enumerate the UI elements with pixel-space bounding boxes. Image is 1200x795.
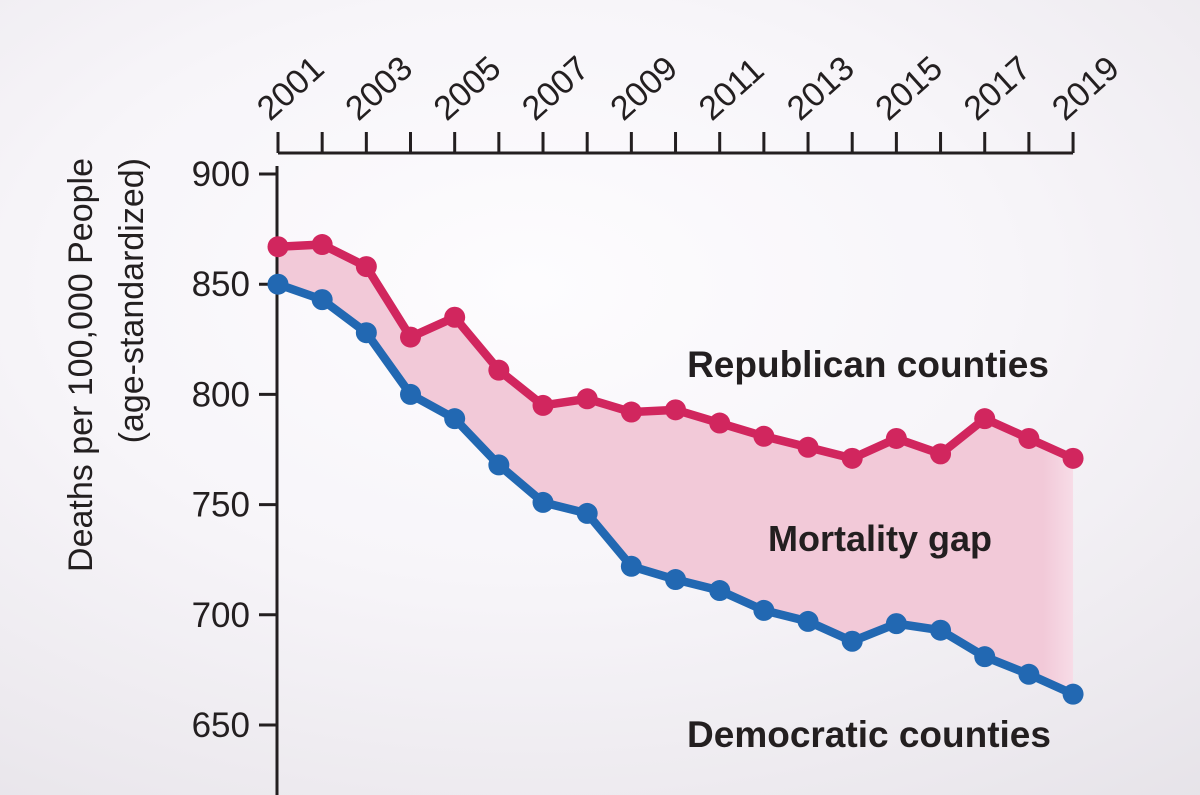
data-point-marker [1018,427,1040,449]
data-point-marker [841,447,863,469]
x-tick-label: 2005 [427,49,509,128]
data-point-marker [620,555,642,577]
data-point-marker [1018,663,1040,685]
data-point-marker [400,326,422,348]
x-tick-label: 2013 [780,49,862,128]
y-tick-label: 650 [192,706,250,745]
data-point-marker [709,412,731,434]
data-point-marker [576,502,598,524]
democratic-counties-label: Democratic counties [687,714,1051,755]
y-tick-label: 900 [192,155,250,194]
data-point-marker [885,613,907,635]
republican-series [267,234,1084,469]
data-point-marker [400,383,422,405]
y-axis-title-line1: Deaths per 100,000 People [62,158,100,572]
x-tick-label: 2011 [692,51,772,128]
data-point-marker [885,427,907,449]
data-point-marker [974,646,996,668]
data-point-marker [444,306,466,328]
y-tick-label: 750 [192,486,250,525]
mortality-gap-label: Mortality gap [768,518,992,559]
data-point-marker [532,491,554,513]
data-point-marker [311,234,333,256]
data-point-marker [267,236,289,258]
data-point-marker [665,569,687,591]
data-point-marker [797,610,819,632]
data-point-marker [576,388,598,410]
data-point-marker [1062,683,1084,705]
data-point-marker [753,599,775,621]
y-tick-label: 850 [192,265,250,304]
gap-polygon [278,244,1074,695]
mortality-gap-fill-area [278,244,1074,695]
x-tick-label: 2001 [250,49,332,128]
data-point-marker [355,322,377,344]
data-point-marker [930,619,952,641]
data-point-marker [797,436,819,458]
data-point-marker [1062,447,1084,469]
x-tick-label: 2003 [338,49,420,128]
data-point-marker [488,359,510,381]
x-tick-label: 2007 [515,49,597,128]
top-x-axis: 2001 2003 2005 2007 2009 2011 2013 2015 2017 2019 [250,49,1127,155]
republican-counties-label: Republican counties [687,344,1049,385]
data-point-marker [974,408,996,430]
data-point-marker [488,454,510,476]
data-point-marker [444,408,466,430]
data-point-marker [753,425,775,447]
data-point-marker [355,256,377,278]
data-point-marker [930,443,952,465]
x-tick-label: 2009 [603,49,685,128]
data-point-marker [709,580,731,602]
y-tick-label: 700 [192,596,250,635]
democratic-series [267,273,1084,705]
x-tick-label: 2019 [1045,49,1127,128]
data-point-marker [311,289,333,311]
data-point-marker [267,273,289,295]
left-y-axis: 900 850 800 750 700 650 [192,155,279,795]
data-point-marker [620,401,642,423]
x-tick-label: 2015 [868,49,950,128]
x-tick-label: 2017 [957,49,1039,128]
data-point-marker [665,399,687,421]
data-point-marker [532,394,554,416]
data-point-marker [841,630,863,652]
y-axis-title-line2: (age-standardized) [113,158,151,443]
y-tick-label: 800 [192,375,250,414]
